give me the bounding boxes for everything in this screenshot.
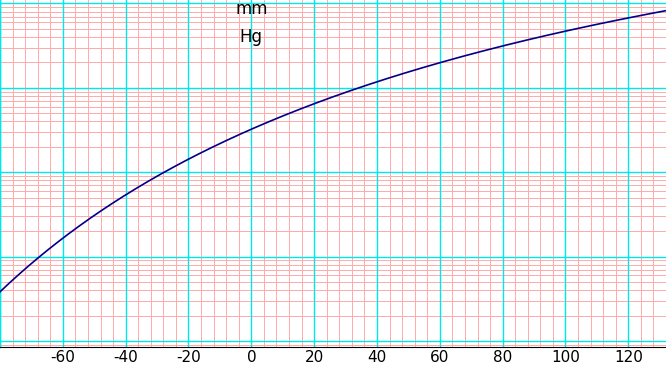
Text: mm: mm xyxy=(235,0,268,18)
Text: Hg: Hg xyxy=(240,28,263,46)
